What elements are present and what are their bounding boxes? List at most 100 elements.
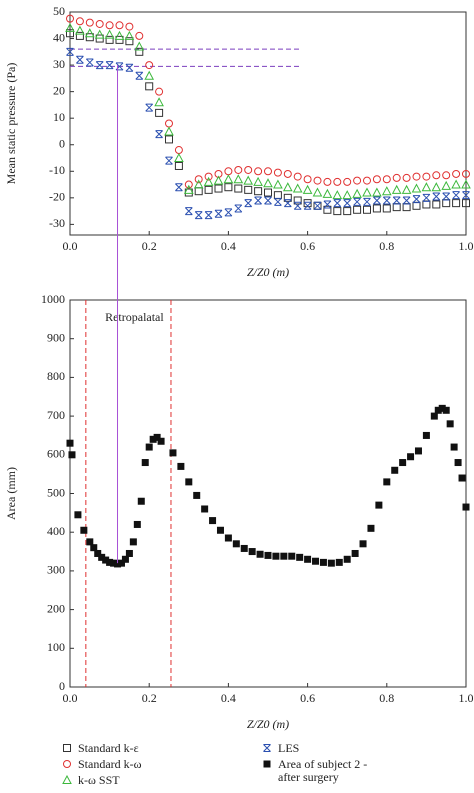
marker bbox=[322, 188, 333, 198]
marker bbox=[149, 435, 157, 443]
y-tick-label: -10 bbox=[49, 163, 65, 177]
legend-entry: Area of subject 2 -after surgery bbox=[262, 758, 378, 784]
marker bbox=[114, 560, 122, 568]
marker bbox=[292, 183, 303, 193]
marker bbox=[185, 478, 193, 486]
x-tick-label: 1.0 bbox=[459, 239, 474, 253]
marker bbox=[402, 173, 411, 182]
marker bbox=[372, 175, 381, 184]
marker bbox=[134, 41, 145, 51]
marker bbox=[392, 173, 401, 182]
marker bbox=[363, 176, 371, 185]
marker bbox=[458, 474, 466, 482]
marker bbox=[382, 196, 391, 205]
marker bbox=[442, 406, 450, 414]
marker bbox=[293, 172, 302, 181]
marker bbox=[244, 165, 253, 174]
marker bbox=[293, 196, 302, 205]
marker bbox=[174, 161, 183, 170]
marker bbox=[145, 82, 154, 91]
marker bbox=[124, 30, 135, 40]
plot-frame bbox=[69, 11, 467, 236]
y-tick-label: 0 bbox=[59, 136, 65, 150]
marker bbox=[304, 555, 312, 563]
marker bbox=[454, 459, 462, 467]
marker bbox=[441, 180, 452, 190]
marker bbox=[412, 195, 421, 204]
marker bbox=[402, 196, 411, 205]
marker bbox=[302, 184, 313, 194]
marker bbox=[243, 175, 254, 185]
legend-marker bbox=[63, 744, 71, 752]
marker bbox=[224, 208, 233, 217]
marker bbox=[213, 175, 224, 185]
marker bbox=[137, 497, 145, 505]
marker bbox=[80, 526, 88, 534]
marker bbox=[105, 35, 114, 44]
marker bbox=[232, 540, 240, 548]
marker bbox=[155, 130, 163, 139]
marker bbox=[333, 199, 342, 208]
marker bbox=[283, 199, 292, 208]
marker bbox=[323, 177, 332, 186]
x-tick-label: 0.2 bbox=[142, 691, 157, 705]
marker bbox=[233, 174, 244, 184]
marker bbox=[381, 186, 392, 196]
y-tick-label: 600 bbox=[47, 447, 65, 461]
legend-label: Area of subject 2 -after surgery bbox=[278, 757, 368, 784]
marker bbox=[392, 203, 401, 212]
marker bbox=[263, 178, 273, 188]
marker bbox=[333, 177, 342, 186]
marker bbox=[442, 192, 451, 201]
marker bbox=[95, 19, 104, 28]
marker bbox=[141, 459, 149, 467]
marker bbox=[343, 207, 352, 216]
marker bbox=[63, 760, 71, 768]
y-tick-label: 10 bbox=[53, 110, 65, 124]
marker bbox=[165, 119, 173, 128]
x-tick-label: 0.8 bbox=[379, 691, 394, 705]
marker bbox=[303, 175, 312, 184]
marker bbox=[422, 431, 430, 439]
marker bbox=[254, 196, 262, 205]
marker bbox=[194, 211, 203, 220]
marker bbox=[343, 555, 351, 563]
marker bbox=[401, 184, 412, 194]
marker bbox=[68, 451, 76, 459]
marker bbox=[105, 61, 114, 70]
marker bbox=[451, 179, 461, 189]
marker bbox=[391, 466, 399, 474]
marker bbox=[63, 744, 71, 752]
marker bbox=[273, 179, 283, 189]
marker bbox=[201, 505, 209, 513]
marker bbox=[125, 63, 134, 72]
marker bbox=[335, 558, 343, 566]
marker bbox=[382, 175, 391, 184]
marker bbox=[431, 182, 442, 192]
marker bbox=[264, 188, 272, 197]
marker bbox=[224, 534, 232, 542]
marker bbox=[184, 180, 193, 189]
y-tick-label: 200 bbox=[47, 601, 65, 615]
marker bbox=[353, 197, 361, 206]
marker bbox=[224, 167, 233, 176]
x-tick-label: 0.0 bbox=[63, 239, 78, 253]
marker bbox=[434, 406, 442, 414]
marker bbox=[430, 412, 438, 420]
x-tick-label: 0.4 bbox=[221, 239, 236, 253]
legend-entry: k-ω SST bbox=[62, 774, 178, 787]
marker bbox=[117, 559, 125, 567]
marker bbox=[303, 199, 312, 208]
marker bbox=[327, 559, 335, 567]
marker bbox=[129, 538, 137, 546]
legend-marker bbox=[63, 760, 71, 768]
marker bbox=[194, 175, 203, 184]
marker bbox=[135, 31, 144, 40]
marker bbox=[86, 538, 94, 546]
marker bbox=[234, 165, 243, 174]
marker bbox=[174, 152, 184, 163]
marker bbox=[432, 200, 441, 209]
marker bbox=[154, 97, 164, 107]
y-tick-label: 800 bbox=[47, 369, 65, 383]
